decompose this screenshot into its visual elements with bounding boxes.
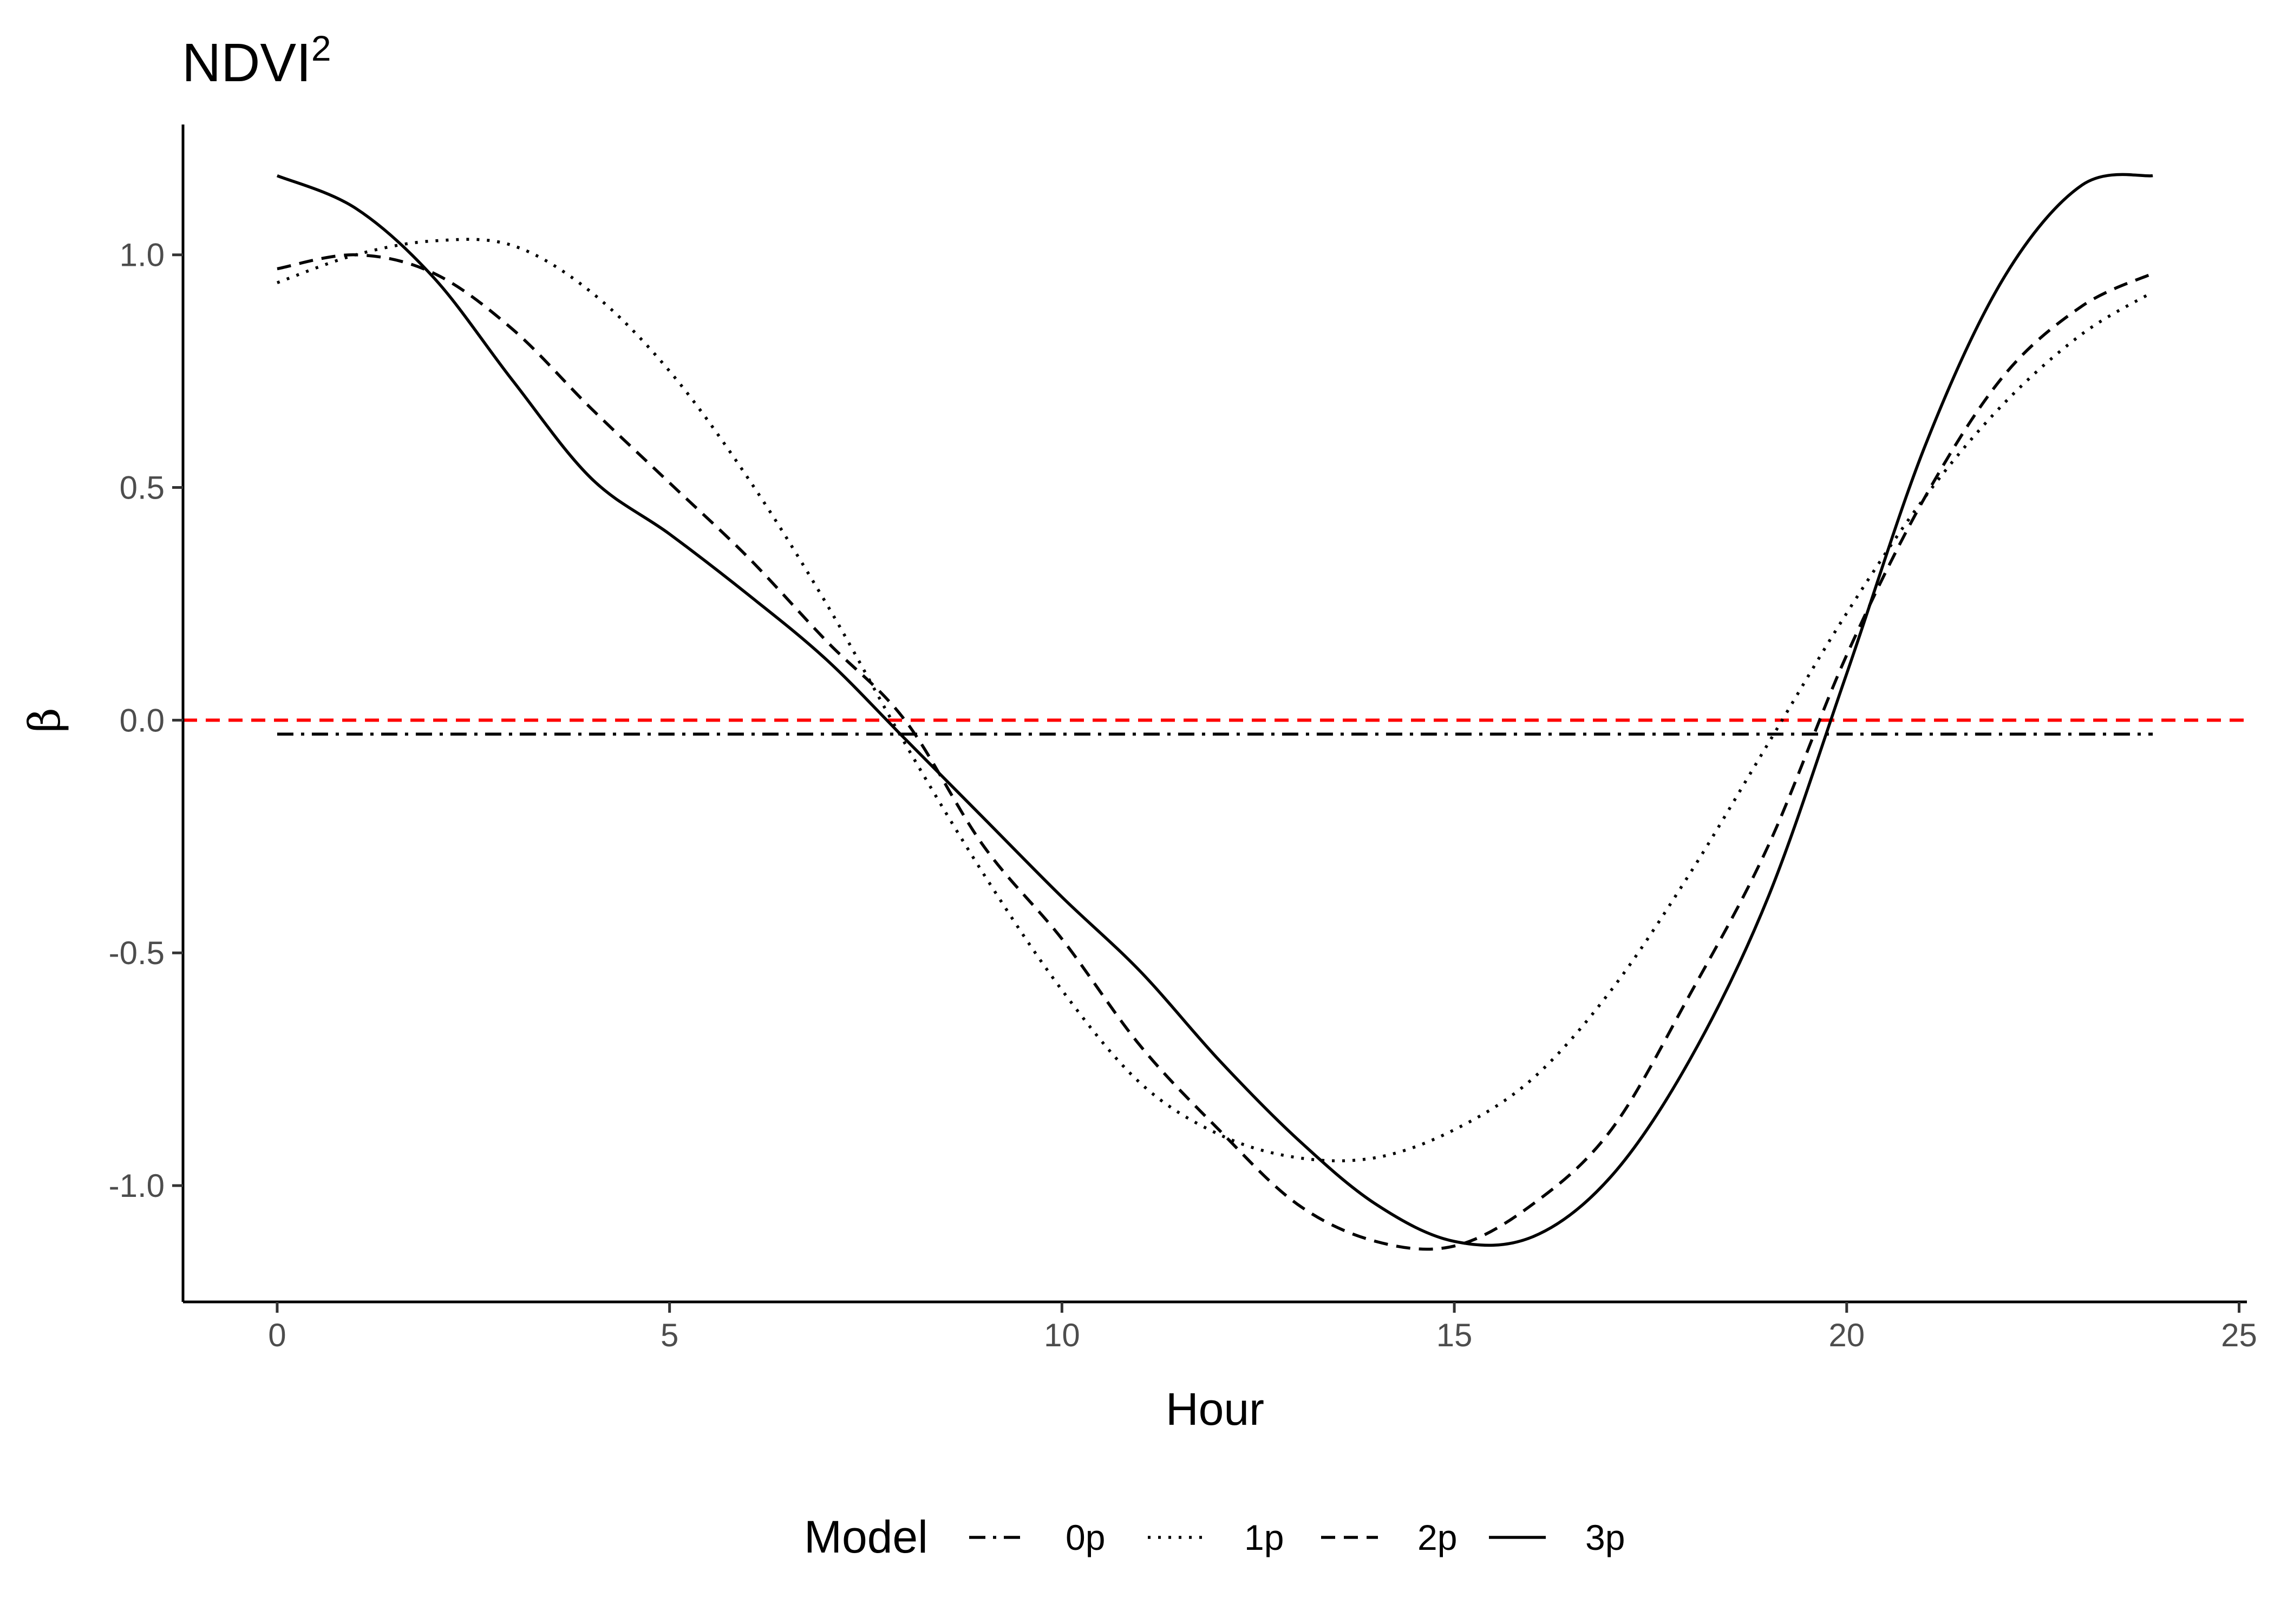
x-tick-label: 10 <box>1044 1317 1080 1353</box>
legend-label-1p: 1p <box>1244 1517 1284 1557</box>
legend-title: Model <box>804 1511 928 1562</box>
y-tick-label: -1.0 <box>109 1168 165 1204</box>
legend: Model 0p 1p 2p 3p <box>804 1511 1625 1562</box>
y-axis-title: β <box>19 708 70 732</box>
axes: 0 5 10 15 20 25 1.0 0.5 0.0 -0.5 -1.0 <box>109 125 2257 1353</box>
series-line-2p <box>277 253 2154 1251</box>
y-tick-label: 0.0 <box>120 702 165 738</box>
chart-title-superscript: 2 <box>311 28 331 68</box>
legend-label-2p: 2p <box>1417 1517 1457 1557</box>
x-tick-label: 15 <box>1436 1317 1473 1353</box>
x-tick-label: 25 <box>2221 1317 2257 1353</box>
x-tick-label: 0 <box>268 1317 286 1353</box>
plot-area <box>183 173 2247 1251</box>
series-line-3p <box>276 173 2153 1247</box>
legend-label-3p: 3p <box>1585 1517 1625 1557</box>
chart-title: NDVI2 <box>182 28 331 93</box>
y-tick-label: 1.0 <box>120 237 165 273</box>
series-line-1p <box>277 238 2154 1163</box>
y-tick-label: -0.5 <box>109 935 165 971</box>
chart-title-text: NDVI <box>182 32 311 93</box>
x-tick-label: 5 <box>661 1317 678 1353</box>
x-axis-title: Hour <box>1166 1384 1264 1435</box>
legend-label-0p: 0p <box>1066 1517 1105 1557</box>
y-tick-label: 0.5 <box>120 470 165 506</box>
x-tick-label: 20 <box>1828 1317 1865 1353</box>
